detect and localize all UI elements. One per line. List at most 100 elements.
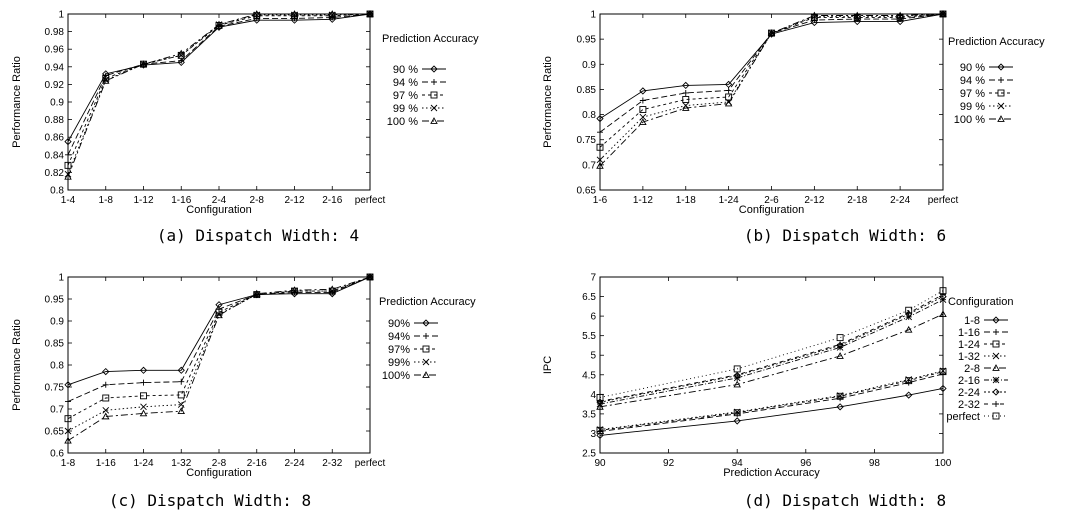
series-line	[68, 14, 370, 165]
y-tick-label: 0.84	[45, 150, 65, 161]
series-97-	[65, 11, 373, 168]
y-tick-label: 0.95	[45, 295, 65, 306]
x-tick-label: 100	[935, 458, 952, 469]
legend-label: 100 %	[387, 116, 418, 128]
y-tick-label: 0.9	[50, 317, 64, 328]
series-perfect	[597, 288, 946, 401]
x-tick-label: perfect	[355, 458, 386, 469]
legend-label: 97 %	[960, 88, 985, 100]
series-line	[68, 277, 370, 385]
y-tick-label: 3.5	[582, 409, 596, 420]
series-90-	[597, 11, 946, 122]
y-tick-label: 4.5	[582, 370, 596, 381]
legend-label: 97 %	[393, 90, 418, 102]
legend-label: 1-32	[958, 351, 980, 363]
legend-label: 99 %	[960, 101, 985, 113]
y-tick-label: 6.5	[582, 292, 596, 303]
data-point	[65, 399, 71, 405]
legend-label: 90 %	[960, 62, 985, 74]
x-tick-label: 2-12	[284, 195, 304, 206]
y-tick-label: 0.75	[45, 383, 65, 394]
y-tick-label: 0.75	[577, 135, 597, 146]
y-tick-label: 0.9	[582, 60, 596, 71]
y-tick-label: 6	[590, 312, 596, 323]
y-tick-label: 0.8	[582, 110, 596, 121]
y-tick-label: 0.7	[50, 405, 64, 416]
series-line	[68, 277, 370, 402]
series-1-32	[597, 368, 946, 433]
figure-caption: (c) Dispatch Width: 8	[109, 491, 311, 510]
y-tick-label: 0.65	[45, 427, 65, 438]
chart-panel-a: 0.80.820.840.860.880.90.920.940.960.9811…	[11, 10, 479, 246]
data-point	[103, 382, 109, 388]
x-tick-label: 1-24	[719, 195, 739, 206]
x-axis-label: Configuration	[186, 204, 251, 216]
legend-label: 100 %	[954, 114, 985, 126]
series-100-	[65, 274, 373, 443]
series-line	[600, 372, 943, 431]
data-point	[141, 380, 147, 386]
figure-caption: (d) Dispatch Width: 8	[744, 491, 946, 510]
plot-frame	[600, 14, 943, 190]
x-tick-label: 2-24	[284, 458, 304, 469]
x-tick-label: 2-12	[804, 195, 824, 206]
y-tick-label: 5	[590, 351, 596, 362]
legend-label: perfect	[946, 411, 980, 423]
figure-caption: (b) Dispatch Width: 6	[744, 226, 946, 245]
x-tick-label: perfect	[355, 195, 386, 206]
series-2-32	[597, 292, 946, 405]
y-tick-label: 3	[590, 429, 596, 440]
x-tick-label: 1-24	[133, 458, 153, 469]
x-axis-label: Prediction Accuracy	[723, 467, 820, 479]
series-94-	[65, 11, 373, 158]
series-line	[68, 277, 370, 419]
x-tick-label: 90	[594, 458, 606, 469]
y-tick-label: 0.96	[45, 45, 65, 56]
y-tick-label: 0.86	[45, 133, 65, 144]
data-point	[683, 90, 689, 96]
legend-marker	[998, 77, 1004, 83]
legend-label: 99%	[388, 357, 410, 369]
x-tick-label: 98	[869, 458, 881, 469]
legend-label: 99 %	[393, 103, 418, 115]
data-point	[141, 404, 147, 410]
x-tick-label: 2-16	[322, 195, 342, 206]
x-axis-label: Configuration	[186, 467, 251, 479]
x-tick-label: perfect	[928, 195, 959, 206]
legend-title: Prediction Accuracy	[382, 33, 479, 45]
series-line	[600, 374, 943, 431]
series-line	[68, 277, 370, 431]
series-line	[68, 14, 370, 155]
legend-marker	[993, 353, 999, 359]
series-2-16	[597, 297, 946, 407]
y-tick-label: 7	[590, 273, 596, 284]
legend-label: 90%	[388, 318, 410, 330]
legend-label: 1-8	[964, 315, 980, 327]
data-point	[178, 379, 184, 385]
y-tick-label: 4	[590, 390, 596, 401]
series-2-24	[597, 294, 946, 406]
legend: Prediction Accuracy90 %94 %97 %99 %100 %	[382, 33, 479, 128]
legend-label: 1-16	[958, 327, 980, 339]
legend-label: 97%	[388, 344, 410, 356]
data-point	[837, 335, 843, 341]
legend-label: 2-8	[964, 363, 980, 375]
legend-title: Configuration	[948, 296, 1013, 308]
x-tick-label: 2-8	[250, 195, 265, 206]
series-line	[600, 388, 943, 435]
y-tick-label: 0.98	[45, 27, 65, 38]
series-100-	[65, 11, 373, 179]
y-tick-label: 0.88	[45, 115, 65, 126]
y-tick-label: 1	[58, 273, 64, 284]
legend-label: 2-24	[958, 387, 980, 399]
legend-marker	[998, 103, 1004, 109]
x-axis-label: Configuration	[739, 204, 804, 216]
legend-label: 90 %	[393, 64, 418, 76]
legend: Prediction Accuracy90%94%97%99%100%	[379, 296, 476, 382]
y-axis-label: IPC	[542, 356, 554, 374]
y-tick-label: 0.92	[45, 80, 65, 91]
x-tick-label: 2-32	[322, 458, 342, 469]
y-axis-label: Performance Ratio	[11, 56, 23, 148]
series-1-24	[597, 369, 946, 434]
